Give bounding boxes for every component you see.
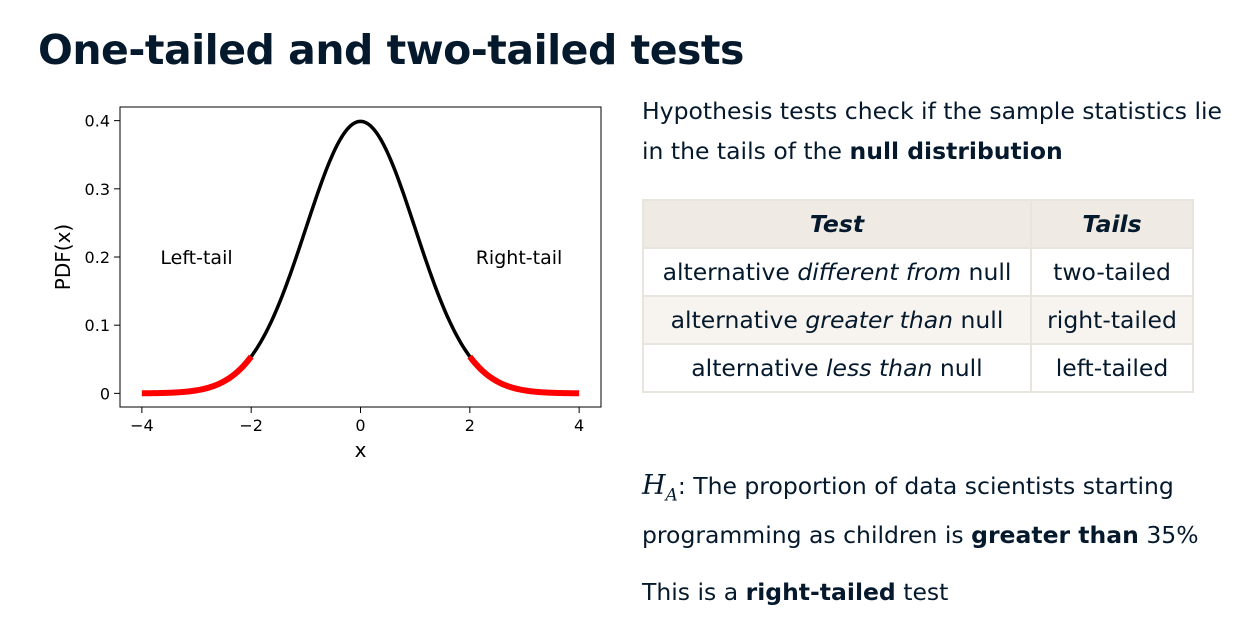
table-row: alternative different from null two-tail… — [642, 247, 1194, 297]
cell-suffix: null — [953, 306, 1004, 334]
conclusion-bold: right-tailed — [745, 578, 896, 606]
hypothesis-bold: greater than — [971, 521, 1139, 550]
x-axis-label: x — [355, 438, 367, 462]
hypothesis-text: : The proportion of data scientists star… — [642, 472, 1174, 550]
conclusion-tail: test — [895, 578, 949, 606]
tail-curve — [139, 354, 254, 397]
test-cell: alternative less than null — [642, 343, 1032, 393]
cell-suffix: null — [961, 258, 1012, 286]
table-header-row: Test Tails — [642, 199, 1194, 249]
hypothesis-paragraph: HA: The proportion of data scientists st… — [642, 466, 1242, 555]
intro-text: Hypothesis tests check if the sample sta… — [642, 97, 1222, 165]
table-row: alternative less than null left-tailed — [642, 343, 1194, 393]
conclusion-text: This is a — [642, 578, 746, 606]
h-letter: H — [642, 470, 666, 501]
tails-cell: right-tailed — [1030, 295, 1194, 345]
cell-prefix: alternative — [662, 258, 798, 286]
hypothesis-tail: 35% — [1138, 521, 1199, 550]
header-tails: Tails — [1030, 199, 1194, 249]
cell-prefix: alternative — [670, 306, 806, 334]
cell-prefix: alternative — [691, 354, 827, 382]
y-tick-label: 0.4 — [85, 112, 110, 131]
x-tick-label: 4 — [574, 416, 584, 435]
tail-annotation: Left-tail — [160, 247, 232, 269]
intro-paragraph: Hypothesis tests check if the sample sta… — [642, 91, 1242, 171]
intro-bold: null distribution — [849, 137, 1063, 165]
y-axis-label: PDF(x) — [51, 224, 75, 290]
y-tick-label: 0.1 — [85, 316, 110, 335]
x-tick-label: −4 — [130, 416, 154, 435]
table-row: alternative greater than null right-tail… — [642, 295, 1194, 345]
y-tick-label: 0.2 — [85, 248, 110, 267]
hypothesis-symbol: HA — [642, 470, 678, 505]
cell-em: different from — [797, 258, 962, 286]
test-cell: alternative different from null — [642, 247, 1032, 297]
x-tick-label: 2 — [465, 416, 475, 435]
plot-area: −4 −2 0 2 4 0 0.1 0.2 0.3 0.4 x PDF(x) Left-tail Righ… — [51, 106, 602, 462]
y-tick-label: 0 — [100, 384, 110, 403]
tails-table: Test Tails alternative different from nu… — [642, 199, 1194, 393]
normal-distribution-chart: −4 −2 0 2 4 0 0.1 0.2 0.3 0.4 x PDF(x) Left-tail Righ… — [51, 106, 602, 462]
center-curve — [249, 119, 472, 358]
tails-cell: left-tailed — [1030, 343, 1194, 393]
x-tick-label: −2 — [239, 416, 263, 435]
tail-curve — [467, 354, 582, 397]
tails-cell: two-tailed — [1030, 247, 1194, 297]
h-subscript: A — [665, 485, 678, 506]
x-tick-label: 0 — [355, 416, 365, 435]
cell-suffix: null — [932, 354, 983, 382]
cell-em: greater than — [805, 306, 954, 334]
conclusion-paragraph: This is a right-tailed test — [642, 572, 1242, 612]
page-title: One-tailed and two-tailed tests — [38, 26, 744, 74]
cell-em: less than — [826, 354, 933, 382]
header-test: Test — [642, 199, 1032, 249]
y-tick-label: 0.3 — [85, 180, 110, 199]
tail-annotation: Right-tail — [476, 247, 563, 269]
test-cell: alternative greater than null — [642, 295, 1032, 345]
